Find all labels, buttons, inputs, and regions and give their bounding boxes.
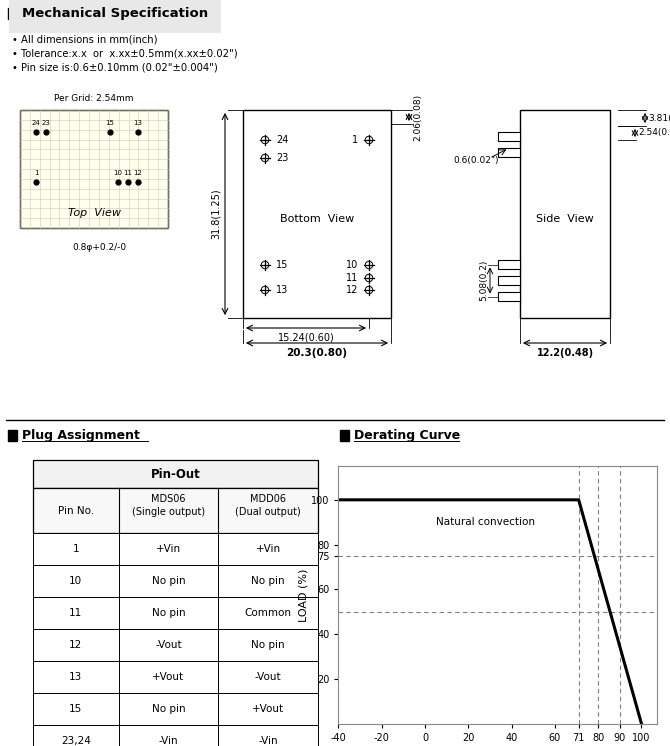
Bar [33, 661, 318, 693]
Text: Natural convection: Natural convection [436, 517, 535, 527]
Text: 23: 23 [276, 153, 288, 163]
Text: Per Grid: 2.54mm: Per Grid: 2.54mm [54, 94, 134, 103]
Bar [498, 148, 520, 157]
Text: Pin No.: Pin No. [58, 506, 94, 515]
Bar [33, 460, 318, 488]
Text: 24: 24 [31, 120, 40, 126]
Text: -Vout: -Vout [155, 640, 182, 650]
Text: +Vin: +Vin [255, 544, 281, 554]
Text: 12: 12 [133, 170, 143, 176]
Text: 15: 15 [276, 260, 288, 270]
Text: 3.81(0.15): 3.81(0.15) [648, 113, 670, 122]
Text: Side  View: Side View [536, 214, 594, 224]
Text: No pin: No pin [251, 576, 285, 586]
Text: 1: 1 [72, 544, 79, 554]
Bar [520, 110, 610, 318]
Text: Bottom  View: Bottom View [280, 214, 354, 224]
Text: 24: 24 [276, 135, 288, 145]
Text: 10: 10 [69, 576, 82, 586]
Bar [8, 8, 17, 19]
Text: 12: 12 [69, 640, 82, 650]
Text: 1: 1 [34, 170, 38, 176]
Text: Pin-Out: Pin-Out [151, 468, 200, 480]
Text: 31.8(1.25): 31.8(1.25) [211, 189, 221, 239]
Text: -Vout: -Vout [255, 672, 281, 682]
Text: 12.2(0.48): 12.2(0.48) [537, 348, 594, 358]
Text: Top  View: Top View [68, 208, 121, 218]
Text: +Vin: +Vin [156, 544, 181, 554]
Text: No pin: No pin [151, 608, 185, 618]
Text: 0.8φ+0.2/-0: 0.8φ+0.2/-0 [72, 243, 126, 252]
Bar [33, 488, 318, 533]
Text: 12: 12 [346, 285, 358, 295]
Text: • Pin size is:0.6±0.10mm (0.02"±0.004"): • Pin size is:0.6±0.10mm (0.02"±0.004") [12, 63, 218, 73]
Text: -Vin: -Vin [259, 736, 278, 746]
Text: Derating Curve: Derating Curve [354, 428, 460, 442]
Text: 15: 15 [106, 120, 115, 126]
Text: -Vin: -Vin [159, 736, 178, 746]
Text: 20.3(0.80): 20.3(0.80) [287, 348, 348, 358]
Text: 0.6(0.02"): 0.6(0.02") [453, 155, 498, 165]
Text: No pin: No pin [151, 576, 185, 586]
Text: 10: 10 [346, 260, 358, 270]
Text: 15: 15 [69, 704, 82, 714]
Text: • All dimensions in mm(inch): • All dimensions in mm(inch) [12, 35, 157, 45]
Bar [33, 565, 318, 597]
Bar [33, 597, 318, 629]
Text: Common: Common [245, 608, 291, 618]
Bar [340, 430, 349, 441]
Bar [243, 110, 391, 318]
Text: 23,24: 23,24 [61, 736, 90, 746]
Text: 13: 13 [276, 285, 288, 295]
Text: Plug Assignment: Plug Assignment [22, 428, 140, 442]
Text: 11: 11 [123, 170, 133, 176]
Bar [498, 260, 520, 269]
Text: 11: 11 [346, 273, 358, 283]
Text: • Tolerance:x.x  or  x.xx±0.5mm(x.xx±0.02"): • Tolerance:x.x or x.xx±0.5mm(x.xx±0.02"… [12, 49, 238, 59]
Bar [33, 725, 318, 746]
Text: 13: 13 [69, 672, 82, 682]
Text: 2.06(0.08): 2.06(0.08) [413, 93, 422, 140]
Text: MDS06
(Single output): MDS06 (Single output) [132, 495, 205, 517]
Text: MDD06
(Dual output): MDD06 (Dual output) [235, 495, 301, 517]
Bar [20, 110, 168, 228]
Text: 23: 23 [42, 120, 50, 126]
Text: +Vout: +Vout [252, 704, 284, 714]
Text: 10: 10 [113, 170, 123, 176]
Text: 11: 11 [69, 608, 82, 618]
Bar [8, 430, 17, 441]
Text: 2.54(0.10): 2.54(0.10) [638, 128, 670, 137]
Text: +Vout: +Vout [152, 672, 184, 682]
Text: 5.08(0.2): 5.08(0.2) [479, 260, 488, 301]
Text: No pin: No pin [151, 704, 185, 714]
Text: 1: 1 [352, 135, 358, 145]
Text: Mechanical Specification: Mechanical Specification [22, 7, 208, 19]
Bar [33, 533, 318, 565]
Bar [33, 629, 318, 661]
Text: 13: 13 [133, 120, 143, 126]
Text: No pin: No pin [251, 640, 285, 650]
Text: 15.24(0.60): 15.24(0.60) [277, 333, 334, 343]
Bar [33, 693, 318, 725]
Y-axis label: LOAD (%): LOAD (%) [298, 568, 308, 621]
Bar [498, 292, 520, 301]
Bar [498, 276, 520, 285]
Bar [498, 132, 520, 141]
